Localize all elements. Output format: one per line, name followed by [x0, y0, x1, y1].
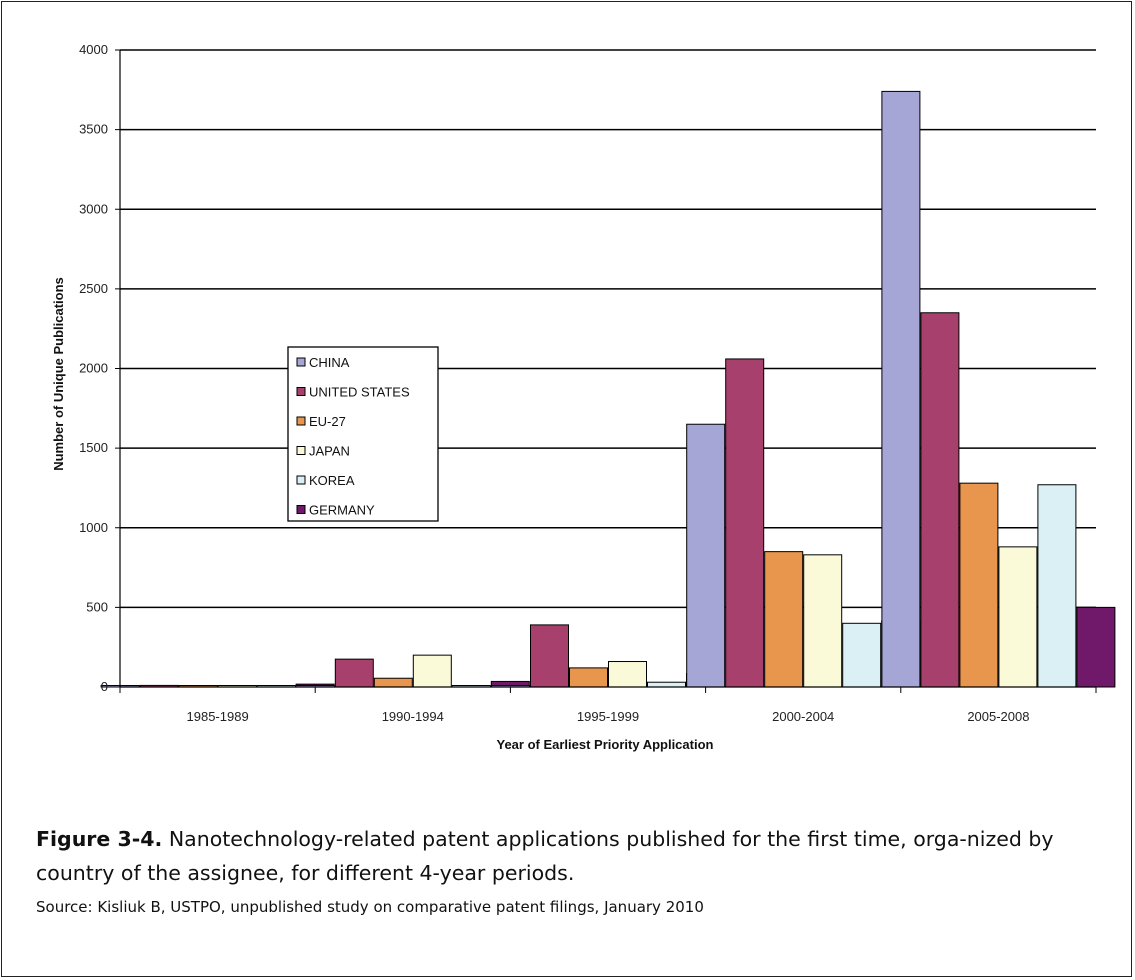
bar [803, 554, 843, 688]
legend-swatch [296, 505, 306, 514]
y-tick-label: 0 [101, 679, 108, 694]
legend-label: GERMANY [309, 503, 375, 518]
bar [1037, 484, 1077, 688]
y-tick-label: 2000 [79, 361, 108, 376]
legend-swatch [296, 387, 306, 396]
legend-swatch [296, 357, 306, 367]
bar [686, 423, 726, 688]
caption-text: Nanotechnology-related patent applicatio… [36, 827, 1054, 885]
bar [569, 667, 608, 688]
y-tick-label: 3000 [79, 201, 108, 216]
y-tick-label: 2500 [79, 281, 108, 296]
legend-box [287, 346, 439, 522]
legend-label: CHINA [309, 355, 350, 370]
y-tick-label: 4000 [79, 42, 108, 57]
y-tick-label: 1000 [79, 520, 108, 535]
y-tick-label: 3500 [79, 122, 108, 137]
x-tick-label: 2005-2008 [967, 709, 1029, 724]
bar [842, 622, 882, 688]
bar [881, 90, 921, 688]
bar [530, 624, 569, 688]
legend-label: JAPAN [309, 444, 350, 459]
figure-caption: Figure 3-4. Nanotechnology-related paten… [36, 822, 1096, 890]
bar [725, 358, 765, 688]
bar [412, 654, 452, 688]
x-tick-label: 1990-1994 [382, 709, 444, 724]
bar [373, 677, 413, 688]
x-tick-label: 2000-2004 [772, 709, 834, 724]
bar [920, 312, 960, 688]
bars [100, 90, 1116, 688]
legend-swatch [296, 416, 306, 426]
source-note: Source: Kisliuk B, USTPO, unpublished st… [36, 898, 704, 916]
axes: 0 500 1000 1500 2000 2500 3000 3500 4000 1985-198… [79, 42, 1097, 724]
bar [998, 546, 1038, 688]
legend-swatch [296, 475, 306, 485]
bar [1076, 606, 1116, 688]
bar [334, 658, 374, 688]
x-axis-title: Year of Earliest Priority Application [497, 737, 714, 752]
bar [959, 482, 999, 688]
legend-label: UNITED STATES [309, 385, 410, 400]
bar [608, 661, 647, 688]
legend-swatch [296, 446, 306, 455]
y-axis-title: Number of Unique Publications [51, 277, 66, 471]
y-tick-label: 1500 [79, 440, 108, 455]
bar [764, 551, 804, 688]
legend-label: EU-27 [309, 414, 346, 429]
legend: CHINA UNITED STATES EU-27 JAPAN KOREA GERMANY [287, 346, 439, 522]
bar [647, 681, 686, 688]
x-tick-label: 1985-1989 [187, 709, 249, 724]
caption-label: Figure 3-4. [36, 827, 163, 851]
y-tick-label: 500 [86, 599, 108, 614]
legend-label: KOREA [309, 473, 355, 488]
bar-chart: 0 500 1000 1500 2000 2500 3000 3500 4000 1985-198… [51, 42, 1116, 752]
x-tick-label: 1995-1999 [577, 709, 639, 724]
